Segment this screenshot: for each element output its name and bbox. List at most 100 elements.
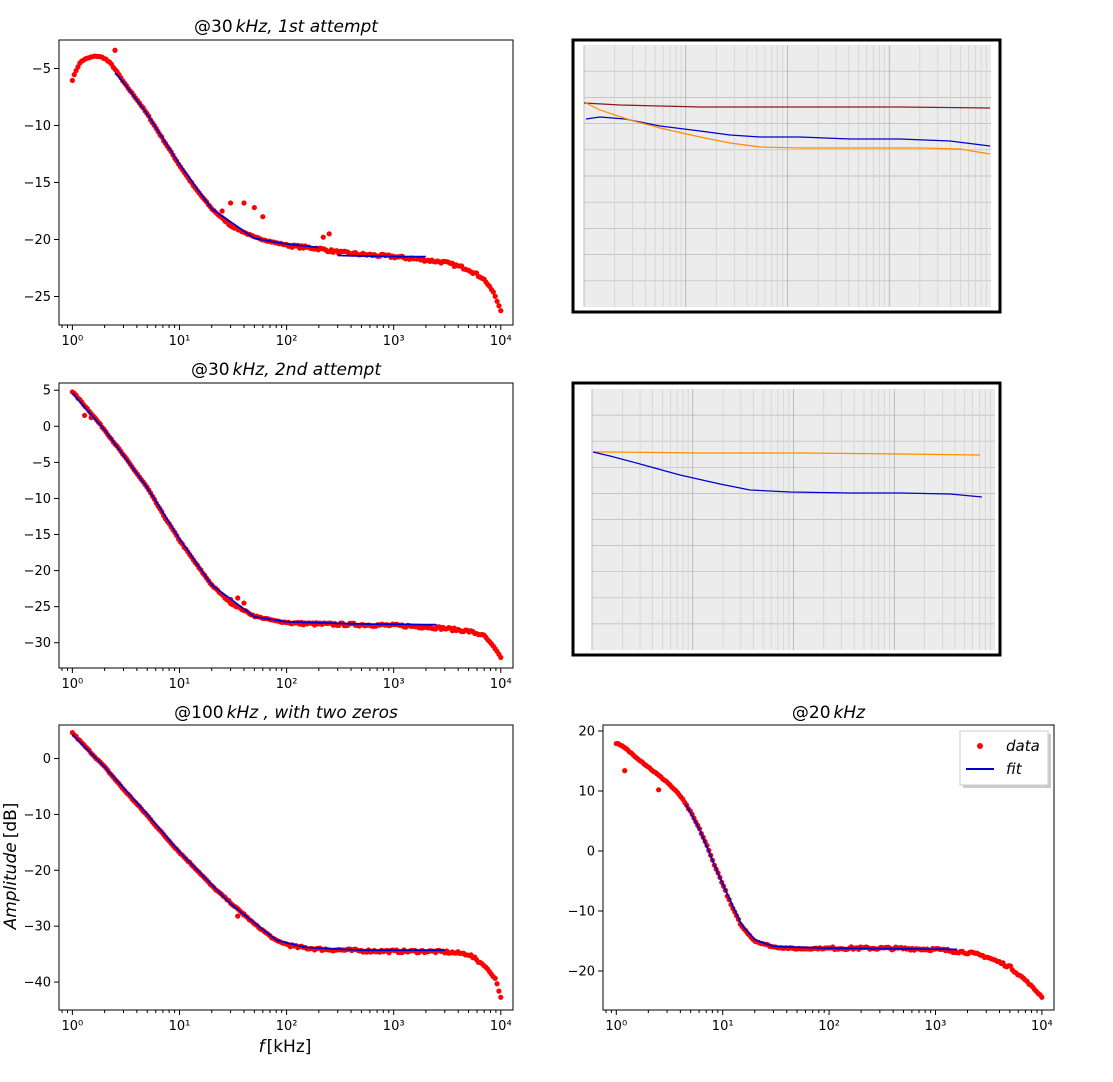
x-tick-label: 10⁰ — [605, 1019, 627, 1034]
scope-trace-maroon — [583, 102, 991, 109]
y-tick-label: −10 — [24, 492, 51, 507]
data-point — [260, 214, 266, 220]
legend: data fit — [959, 730, 1051, 788]
legend-box — [959, 730, 1049, 786]
title-prefix: @100 — [174, 703, 223, 723]
y-tick-label: −20 — [568, 965, 595, 980]
y-tick-label: 0 — [43, 752, 51, 767]
title-suffix: , 1st attempt — [267, 17, 379, 37]
fit-line — [114, 72, 319, 249]
y-tick-label: −25 — [24, 600, 51, 615]
legend-marker-data — [977, 743, 983, 749]
plot-frame — [58, 724, 514, 1011]
scope-screenshot-1 — [571, 38, 1002, 314]
title-unit: kHz — [233, 360, 266, 380]
x-tick-label: 10⁴ — [490, 677, 512, 692]
plot-frame — [58, 382, 514, 669]
x-tick-label: 10² — [276, 334, 298, 349]
scope-grid — [591, 389, 995, 650]
scope-trace-blue — [585, 116, 991, 147]
title-prefix: @30 — [194, 17, 233, 37]
subplot-20khz: @20 kHz −20 −10 0 10 20 10⁰ 10¹ 10² 10³ 10⁴ data fit — [568, 703, 1055, 1034]
data-point — [69, 77, 75, 84]
data-point — [1039, 994, 1045, 1000]
data-point — [251, 204, 257, 211]
chart-title: @30 kHz, 2nd attempt — [191, 360, 382, 380]
x-tick-label: 10⁴ — [1031, 1019, 1053, 1034]
x-tick-label: 10⁰ — [61, 677, 83, 692]
data-point — [235, 913, 241, 919]
scope-screenshot-2 — [571, 381, 1002, 657]
y-tick-label: 0 — [587, 845, 595, 860]
x-tick-label: 10² — [276, 1019, 298, 1034]
plot-content — [69, 47, 504, 314]
y-tick-label: −5 — [32, 456, 51, 471]
data-point — [235, 595, 241, 601]
x-tick-label: 10⁴ — [490, 1019, 512, 1034]
data-point — [241, 600, 247, 606]
fit-line — [337, 254, 426, 258]
plot-content — [69, 729, 504, 1000]
scope-grid — [583, 45, 991, 307]
x-tick-label: 10³ — [383, 334, 405, 349]
title-prefix: @30 — [191, 360, 230, 380]
x-tick-label: 10⁰ — [61, 1019, 83, 1034]
y-tick-label: −5 — [32, 62, 51, 77]
chart-title: @20 kHz — [792, 703, 866, 723]
x-tick-label: 10⁴ — [490, 334, 512, 349]
subplot-30khz-2nd: @30 kHz, 2nd attempt −30 −25 −20 −15 −10 −5 0 5 10… — [24, 360, 514, 692]
y-tick-label: −20 — [24, 564, 51, 579]
y-tick-label: −15 — [24, 528, 51, 543]
x-tick-label: 10⁰ — [61, 334, 83, 349]
title-prefix: @20 — [792, 703, 831, 723]
data-point — [656, 787, 662, 793]
scope-trace-orange — [593, 451, 981, 456]
data-point — [326, 231, 332, 237]
y-tick-label: −15 — [24, 176, 51, 191]
title-unit: kHz — [236, 17, 269, 37]
x-tick-label: 10³ — [383, 1019, 405, 1034]
y-tick-label: −30 — [24, 920, 51, 935]
data-point — [112, 47, 118, 53]
data-point — [498, 994, 504, 1000]
x-tick-label: 10¹ — [169, 1019, 191, 1034]
y-tick-label: −40 — [24, 976, 51, 991]
y-tick-label: −20 — [24, 864, 51, 879]
y-tick-label: 0 — [43, 420, 51, 435]
data-point — [320, 234, 326, 240]
legend-label-fit: fit — [1006, 760, 1023, 778]
data-point — [496, 303, 502, 309]
data-point — [622, 768, 628, 774]
plot-content — [69, 389, 504, 661]
data-point — [492, 975, 498, 981]
y-tick-label: −30 — [24, 636, 51, 651]
fit-line — [71, 392, 437, 626]
x-tick-label: 10¹ — [169, 334, 191, 349]
x-tick-label: 10² — [276, 677, 298, 692]
data-point — [492, 293, 498, 299]
subplot-100khz-two-zeros: @100 kHz , with two zeros −40 −30 −20 −10 0 10⁰… — [24, 703, 514, 1034]
scope-trace-orange — [585, 102, 991, 155]
x-tick-label: 10³ — [925, 1019, 947, 1034]
x-axis-label: f [kHz] — [259, 1037, 312, 1057]
y-tick-label: −20 — [24, 233, 51, 248]
chart-title: @30 kHz, 1st attempt — [194, 17, 379, 37]
title-suffix: , with two zeros — [258, 703, 398, 723]
data-point — [227, 200, 234, 206]
data-series — [69, 389, 504, 661]
subplot-30khz-1st: @30 kHz, 1st attempt −25 −20 −15 −10 −5 10⁰ 10¹ 1… — [24, 17, 514, 349]
y-tick-label: 20 — [578, 725, 595, 740]
title-suffix: , 2nd attempt — [264, 360, 382, 380]
plot-frame — [602, 724, 1055, 1011]
y-tick-label: −10 — [24, 808, 51, 823]
y-tick-label: −10 — [568, 905, 595, 920]
data-point — [219, 208, 225, 214]
legend-label-data: data — [1006, 737, 1040, 755]
x-tick-label: 10¹ — [712, 1019, 734, 1034]
y-tick-label: −10 — [24, 119, 51, 134]
fit-line — [685, 803, 958, 951]
title-unit: kHz — [834, 703, 867, 723]
data-point — [241, 200, 247, 206]
plot-content — [613, 740, 1045, 1000]
data-point — [498, 654, 504, 661]
